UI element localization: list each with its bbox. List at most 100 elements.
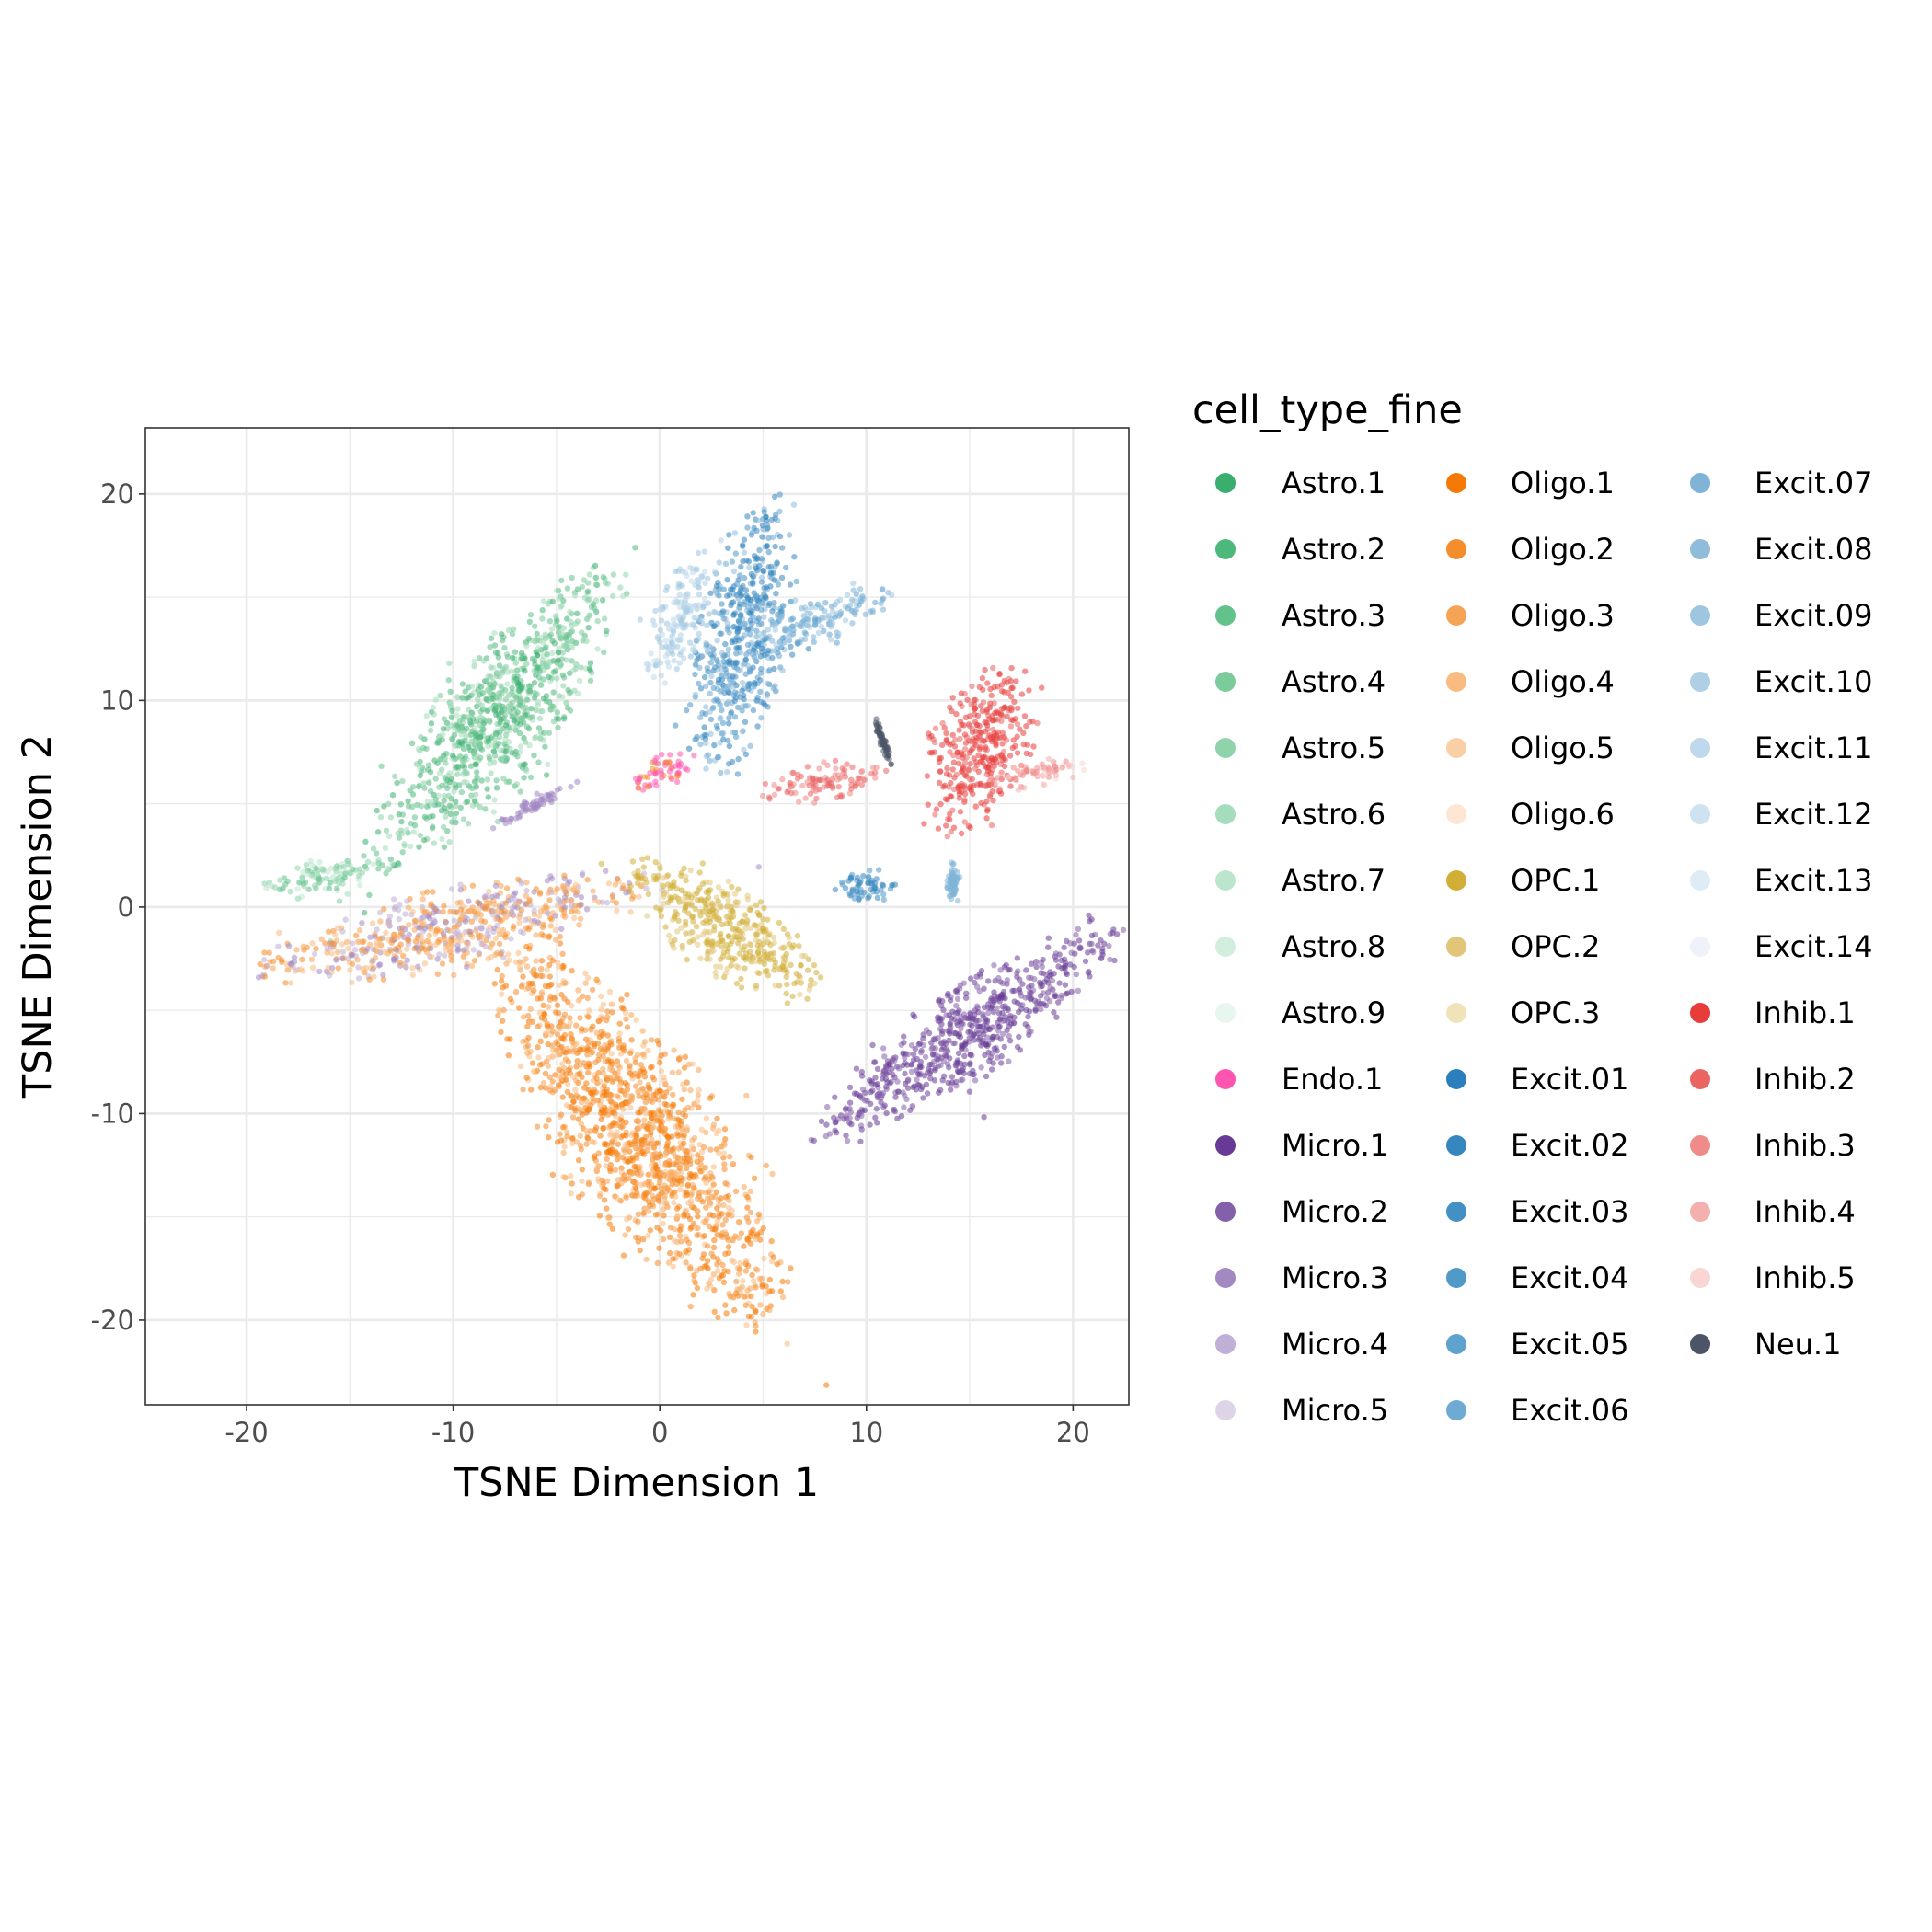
point-astro-7 <box>316 859 323 866</box>
point-excit-10 <box>684 609 690 615</box>
point-oligo-1 <box>583 1036 590 1042</box>
point-astro-4 <box>526 715 533 721</box>
point-inhib-2 <box>962 770 970 776</box>
point-excit-09 <box>668 640 675 647</box>
point-astro-7 <box>307 857 314 864</box>
point-astro-3 <box>527 612 535 618</box>
point-oligo-2 <box>653 1114 660 1121</box>
point-oligo-1 <box>540 1002 546 1009</box>
point-opc-1 <box>747 953 753 960</box>
point-oligo-3 <box>520 1014 527 1020</box>
point-oligo-3 <box>665 1259 673 1266</box>
point-astro-3 <box>445 677 452 684</box>
point-astro-6 <box>464 779 470 786</box>
point-oligo-2 <box>325 928 332 935</box>
point-oligo-3 <box>261 963 268 970</box>
point-excit-03 <box>772 512 779 518</box>
point-astro-5 <box>271 884 278 891</box>
point-micro-3 <box>476 900 482 906</box>
point-oligo-1 <box>704 1258 711 1264</box>
point-astro-5 <box>294 895 302 902</box>
point-oligo-2 <box>322 940 328 947</box>
point-oligo-2 <box>684 1236 690 1244</box>
point-excit-09 <box>670 627 677 634</box>
point-micro-3 <box>329 965 336 972</box>
point-excit-06 <box>714 656 720 663</box>
point-excit-01 <box>757 653 764 660</box>
point-oligo-2 <box>534 1123 541 1130</box>
point-astro-5 <box>277 877 283 883</box>
point-excit-03 <box>746 680 753 687</box>
point-oligo-4 <box>707 1282 714 1289</box>
point-inhib-1 <box>950 759 958 765</box>
point-astro-3 <box>564 631 570 638</box>
point-oligo-4 <box>583 1127 590 1134</box>
cluster-excit-arm <box>755 580 895 652</box>
point-oligo-1 <box>748 1154 754 1161</box>
point-oligo-2 <box>524 1042 532 1049</box>
point-oligo-3 <box>766 1306 773 1314</box>
point-astro-4 <box>503 778 510 786</box>
point-astro-2 <box>475 686 481 693</box>
point-excit-04 <box>696 680 702 687</box>
point-oligo-4 <box>698 1126 705 1133</box>
point-astro-1 <box>416 844 422 850</box>
point-oligo-1 <box>609 1009 615 1016</box>
point-oligo-1 <box>631 1163 638 1170</box>
point-oligo-3 <box>524 1050 531 1056</box>
point-astro-6 <box>484 677 490 684</box>
point-oligo-1 <box>694 1284 701 1292</box>
point-micro-3 <box>467 928 474 935</box>
point-oligo-3 <box>720 1202 727 1209</box>
point-micro-3 <box>359 920 365 926</box>
point-excit-10 <box>677 632 684 638</box>
cluster-inhib-main <box>921 664 1045 840</box>
point-oligo-3 <box>704 1195 711 1202</box>
point-opc-1 <box>688 902 695 909</box>
point-oligo-2 <box>412 918 419 925</box>
point-astro-6 <box>535 645 542 651</box>
point-oligo-1 <box>505 1052 512 1059</box>
point-astro-4 <box>454 694 461 700</box>
point-inhib-2 <box>872 769 879 776</box>
point-oligo-2 <box>261 973 269 980</box>
point-oligo-2 <box>349 960 356 968</box>
point-oligo-4 <box>328 950 335 957</box>
point-excit-07 <box>949 867 955 873</box>
point-astro-3 <box>326 885 333 892</box>
point-oligo-2 <box>567 1015 573 1021</box>
point-opc-1 <box>641 876 649 882</box>
point-oligo-4 <box>345 945 351 952</box>
point-micro-4 <box>508 936 514 942</box>
point-excit-04 <box>741 599 748 605</box>
point-micro-3 <box>561 894 569 901</box>
point-oligo-2 <box>569 1114 577 1121</box>
point-opc-1 <box>765 972 772 979</box>
point-opc-2 <box>676 896 683 903</box>
point-oligo-4 <box>409 972 416 979</box>
point-oligo-2 <box>301 947 307 953</box>
point-excit-08 <box>754 517 762 523</box>
point-inhib-1 <box>951 743 959 750</box>
point-excit-11 <box>699 617 706 624</box>
point-oligo-4 <box>607 1104 615 1111</box>
point-oligo-4 <box>650 1169 656 1176</box>
point-astro-3 <box>427 788 434 795</box>
point-oligo-2 <box>600 1053 606 1060</box>
point-oligo-3 <box>605 1075 613 1082</box>
point-opc-1 <box>724 949 731 955</box>
point-astro-4 <box>592 581 600 588</box>
point-excit-02 <box>891 881 899 888</box>
point-oligo-3 <box>726 1212 732 1218</box>
point-oligo-4 <box>612 1113 619 1120</box>
point-oligo-1 <box>576 1071 582 1077</box>
point-oligo-2 <box>387 948 394 954</box>
point-oligo-1 <box>664 1133 671 1140</box>
point-excit-06 <box>704 649 711 655</box>
point-oligo-1 <box>719 1272 727 1279</box>
point-oligo-2 <box>441 903 447 909</box>
point-opc-2 <box>644 913 650 919</box>
point-astro-1 <box>389 792 397 799</box>
point-oligo-1 <box>777 1288 784 1294</box>
point-astro-3 <box>569 574 575 581</box>
